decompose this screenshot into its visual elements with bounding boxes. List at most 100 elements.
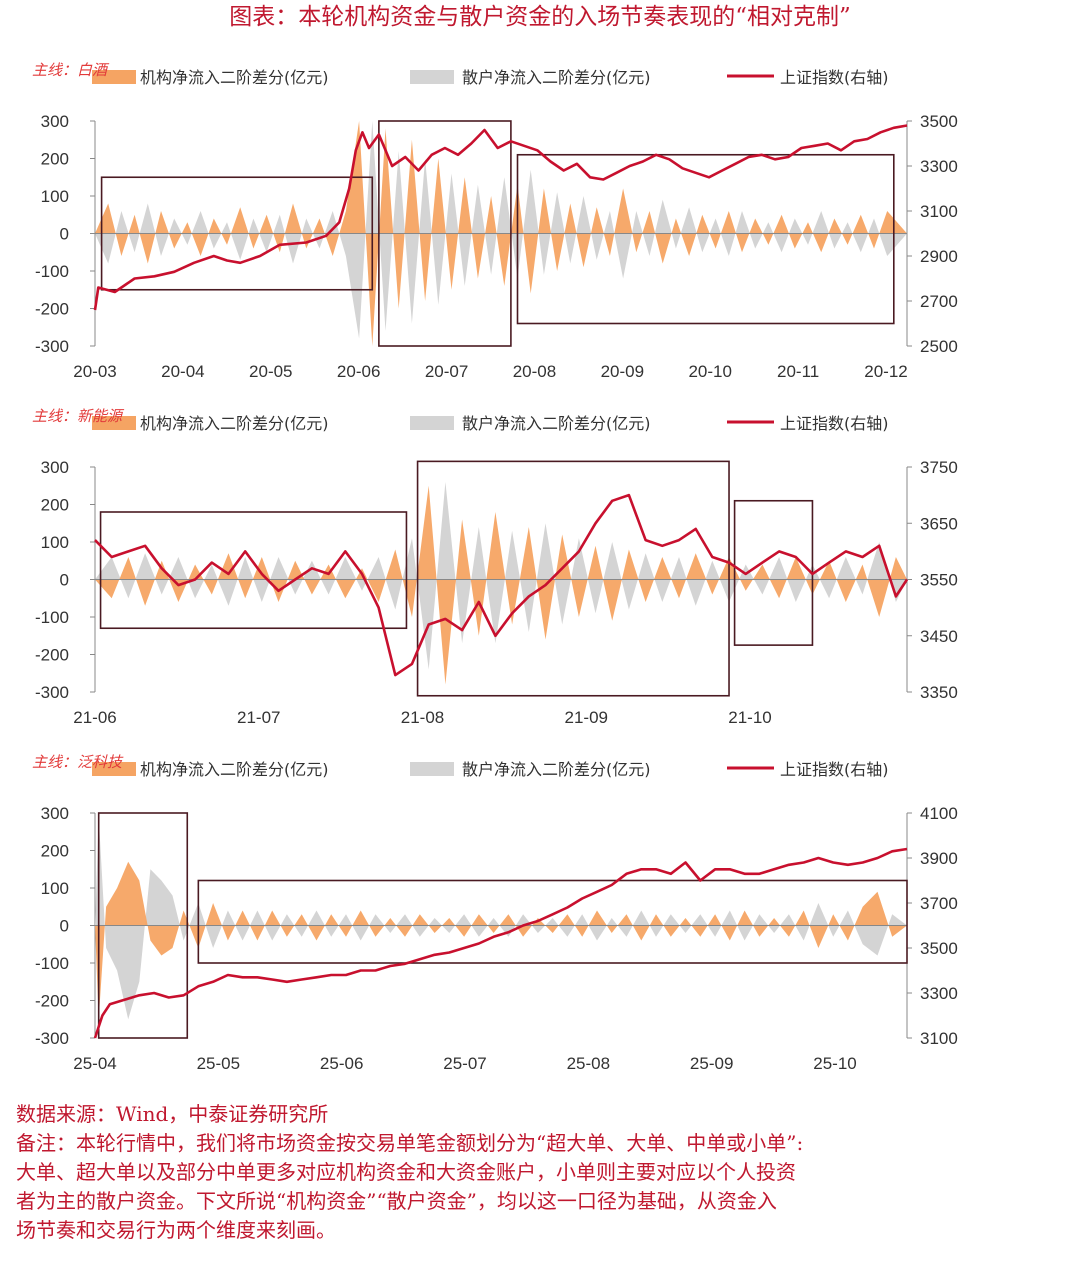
note-line: 者为主的散户资金。下文所说“机构资金”“散户资金”，均以这一口径为基础，从资金入 [16,1189,777,1213]
x-tick-label: 25-09 [690,1054,733,1073]
chart-baijiu: 主线：白酒 机构净流入二阶差分(亿元) 散户净流入二阶差分(亿元) 上证指数(右轴) 3… [32,61,958,381]
x-tick-label: 20-07 [425,362,468,381]
legend-swatch-retail [410,416,454,430]
right-tick-label: 3100 [920,1029,958,1048]
legend-swatch-inst [92,70,136,84]
figure-title: 图表：本轮机构资金与散户资金的入场节奏表现的“相对克制” [229,4,851,30]
right-tick-label: 3750 [920,458,958,477]
legend-label-inst: 机构净流入二阶差分(亿元) [140,760,329,779]
index-line [93,124,908,311]
left-tick-label: 0 [60,225,69,244]
left-tick-label: -100 [35,262,69,281]
inst-area [95,485,907,685]
inst-area [95,861,907,1020]
right-tick-label: 2900 [920,247,958,266]
right-tick-label: 2700 [920,292,958,311]
left-tick-label: 100 [41,533,69,552]
right-tick-label: 3900 [920,849,958,868]
chart-tech: 主线：泛科技 机构净流入二阶差分(亿元) 散户净流入二阶差分(亿元) 上证指数(右轴)… [32,753,958,1073]
x-tick-label: 20-10 [688,362,731,381]
left-tick-label: 300 [41,112,69,131]
legend-label-index: 上证指数(右轴) [780,68,889,87]
highlight-box [99,511,408,630]
retail-area [95,121,907,339]
notes: 数据来源：Wind，中泰证券研究所 备注：本轮行情中，我们将市场资金按交易单笔金… [16,1100,1068,1245]
right-tick-label: 3350 [920,683,958,702]
left-tick-label: 100 [41,879,69,898]
mainline-label: 主线：新能源 [32,407,125,425]
left-tick-label: 0 [60,571,69,590]
right-tick-label: 3550 [920,571,958,590]
x-tick-label: 20-12 [864,362,907,381]
chart-new-energy: 主线：新能源 机构净流入二阶差分(亿元) 散户净流入二阶差分(亿元) 上证指数(右轴)… [32,407,958,727]
note-line: 大单、超大单以及部分中单更多对应机构资金和大资金账户，小单则主要对应以个人投资 [16,1160,796,1184]
legend-swatch-retail [410,70,454,84]
right-tick-label: 3500 [920,112,958,131]
x-tick-label: 20-08 [513,362,556,381]
right-tick-label: 3650 [920,514,958,533]
x-tick-label: 25-05 [197,1054,240,1073]
right-tick-label: 3300 [920,157,958,176]
mainline-label: 主线：泛科技 [32,753,124,771]
left-tick-label: -200 [35,300,69,319]
highlight-box [416,460,730,697]
x-tick-label: 25-08 [567,1054,610,1073]
left-tick-label: 200 [41,842,69,861]
legend-label-retail: 散户净流入二阶差分(亿元) [462,414,651,433]
x-tick-label: 20-04 [161,362,204,381]
x-tick-label: 20-03 [73,362,116,381]
index-line [93,847,908,1039]
highlight-box [378,120,512,347]
left-tick-label: -300 [35,1029,69,1048]
highlight-box [197,879,908,964]
right-tick-label: 3700 [920,894,958,913]
source-line: 数据来源：Wind，中泰证券研究所 [16,1102,329,1126]
legend-label-inst: 机构净流入二阶差分(亿元) [140,68,329,87]
x-tick-label: 21-08 [401,708,444,727]
left-tick-label: -300 [35,337,69,356]
x-tick-label: 20-09 [601,362,644,381]
left-tick-label: 100 [41,187,69,206]
right-tick-label: 3450 [920,627,958,646]
legend-label-retail: 散户净流入二阶差分(亿元) [462,68,651,87]
left-tick-label: 300 [41,804,69,823]
left-tick-label: -200 [35,992,69,1011]
left-tick-label: -100 [35,608,69,627]
left-tick-label: 300 [41,458,69,477]
highlight-box [100,176,374,291]
x-tick-label: 21-07 [237,708,280,727]
x-tick-label: 21-09 [565,708,608,727]
x-tick-label: 21-10 [728,708,771,727]
legend-swatch-retail [410,762,454,776]
left-tick-label: -300 [35,683,69,702]
x-tick-label: 20-11 [777,362,819,381]
x-tick-label: 20-05 [249,362,292,381]
right-tick-label: 4100 [920,804,958,823]
note-line: 备注：本轮行情中，我们将市场资金按交易单笔金额划分为“超大单、大单、中单或小单”… [16,1131,804,1155]
index-line [94,493,909,677]
legend-label-index: 上证指数(右轴) [780,414,889,433]
legend-label-retail: 散户净流入二阶差分(亿元) [462,760,651,779]
right-tick-label: 2500 [920,337,958,356]
mainline-label: 主线：白酒 [32,61,110,79]
x-tick-label: 21-06 [73,708,116,727]
x-tick-label: 20-06 [337,362,380,381]
retail-area [95,482,907,670]
retail-area [95,816,907,1020]
note-line: 场节奏和交易行为两个维度来刻画。 [16,1218,336,1242]
right-tick-label: 3100 [920,202,958,221]
left-tick-label: 200 [41,496,69,515]
legend-label-index: 上证指数(右轴) [780,760,889,779]
right-tick-label: 3500 [920,939,958,958]
x-tick-label: 25-06 [320,1054,363,1073]
legend-swatch-inst [92,416,136,430]
legend-label-inst: 机构净流入二阶差分(亿元) [140,414,329,433]
left-tick-label: -100 [35,954,69,973]
x-tick-label: 25-07 [443,1054,486,1073]
left-tick-label: -200 [35,646,69,665]
highlight-box [97,812,189,1039]
x-tick-label: 25-04 [73,1054,116,1073]
right-tick-label: 3300 [920,984,958,1003]
legend-swatch-inst [92,762,136,776]
left-tick-label: 200 [41,150,69,169]
